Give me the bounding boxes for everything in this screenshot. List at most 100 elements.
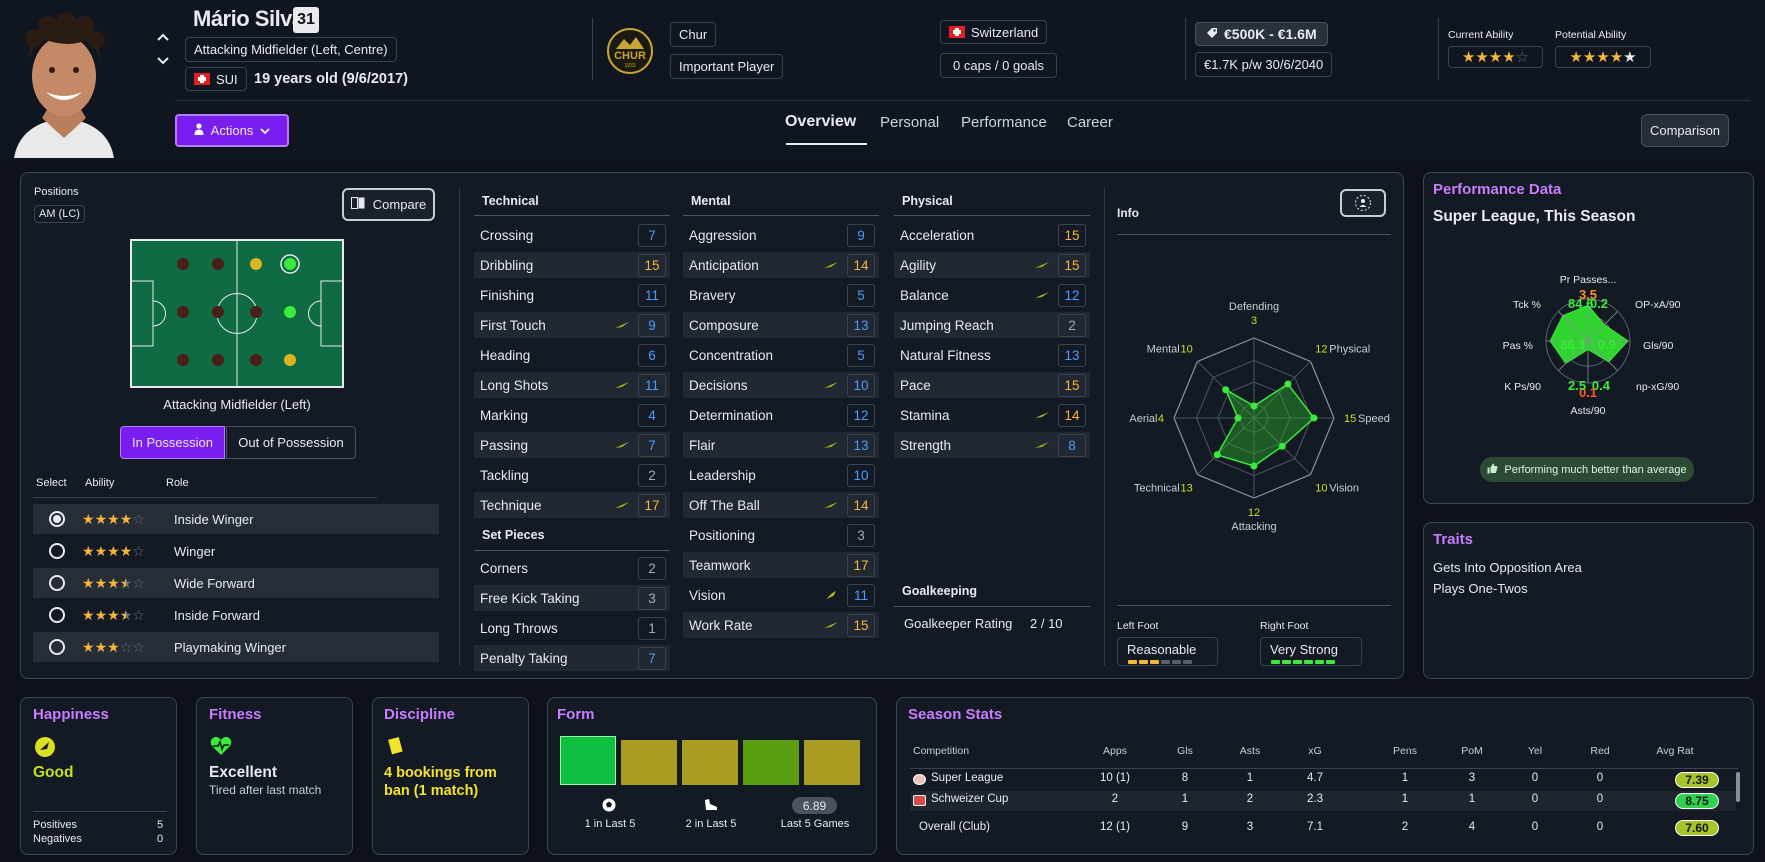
role-radio[interactable]: [49, 543, 65, 559]
attribute-row[interactable]: Long Shots 11: [474, 372, 670, 398]
info-title: Info: [1117, 206, 1139, 220]
table-scrollbar[interactable]: [1736, 772, 1740, 802]
table-header[interactable]: Competition: [913, 745, 970, 757]
table-cell: 1: [1181, 793, 1189, 805]
role-row[interactable]: ★★★★☆ Inside Forward: [33, 600, 439, 630]
table-cell-competition[interactable]: Schweizer Cup: [931, 793, 1009, 805]
league-logo-icon: [913, 774, 926, 785]
attribute-row[interactable]: Decisions 10: [683, 372, 879, 398]
attribute-row[interactable]: Marking 4: [474, 402, 670, 428]
attribute-value: 5: [847, 283, 875, 307]
attribute-name: Composure: [689, 317, 759, 333]
table-header[interactable]: Red: [1590, 745, 1610, 757]
table-cell-competition[interactable]: Overall (Club): [919, 821, 990, 833]
table-cell-competition[interactable]: Super League: [931, 772, 1004, 784]
attribute-row[interactable]: Anticipation 14: [683, 252, 879, 278]
form-bar[interactable]: [682, 740, 738, 785]
attribute-row[interactable]: Balance 12: [894, 282, 1090, 308]
attribute-row[interactable]: Acceleration 15: [894, 222, 1090, 248]
attribute-row[interactable]: Pace 15: [894, 372, 1090, 398]
attribute-row[interactable]: Long Throws 1: [474, 615, 670, 641]
attribute-row[interactable]: Free Kick Taking 3: [474, 585, 670, 611]
attribute-row[interactable]: Natural Fitness 13: [894, 342, 1090, 368]
role-radio[interactable]: [49, 607, 65, 623]
table-cell: 12 (1): [1099, 821, 1131, 833]
attribute-row[interactable]: Leadership 10: [683, 462, 879, 488]
table-cell: 1: [1401, 772, 1409, 784]
role-radio[interactable]: [49, 575, 65, 591]
attribute-row[interactable]: Vision 11: [683, 582, 879, 608]
attribute-row[interactable]: Teamwork 17: [683, 552, 879, 578]
table-header[interactable]: Gls: [1177, 745, 1193, 757]
form-bar[interactable]: [560, 736, 616, 785]
tab-performance[interactable]: Performance: [961, 114, 1047, 131]
attribute-row[interactable]: Crossing 7: [474, 222, 670, 248]
attribute-row[interactable]: Concentration 5: [683, 342, 879, 368]
role-radio[interactable]: [49, 639, 65, 655]
role-row[interactable]: ★★★☆☆ Playmaking Winger: [33, 632, 439, 662]
attribute-value-group: 10: [847, 463, 879, 487]
attribute-row[interactable]: Composure 13: [683, 312, 879, 338]
attribute-row[interactable]: Penalty Taking 7: [474, 645, 670, 671]
table-header[interactable]: PoM: [1461, 745, 1483, 757]
attribute-row[interactable]: Technique 17: [474, 492, 670, 518]
perf-metric-value: 0.9: [1598, 337, 1616, 352]
table-header[interactable]: Yel: [1527, 745, 1543, 757]
player-value: €500K - €1.6M: [1195, 22, 1328, 46]
attribute-row[interactable]: Bravery 5: [683, 282, 879, 308]
role-row[interactable]: ★★★★☆ Inside Winger: [33, 504, 439, 534]
out-of-possession-toggle[interactable]: Out of Possession: [226, 426, 356, 459]
attribute-row[interactable]: Strength 8: [894, 432, 1090, 458]
tab-overview[interactable]: Overview: [785, 113, 857, 130]
attribute-row[interactable]: Determination 12: [683, 402, 879, 428]
squad-number: 31: [293, 7, 319, 33]
table-row[interactable]: [910, 791, 1736, 811]
attribute-row[interactable]: Off The Ball 14: [683, 492, 879, 518]
perf-metric-value: 86.3: [1560, 337, 1585, 352]
in-possession-toggle[interactable]: In Possession: [120, 426, 225, 459]
table-header[interactable]: Asts: [1239, 745, 1261, 757]
role-radio[interactable]: [49, 511, 65, 527]
tab-career[interactable]: Career: [1067, 114, 1113, 131]
club-name[interactable]: Chur: [670, 22, 717, 47]
table-header[interactable]: xG: [1308, 745, 1322, 757]
prev-player-icon[interactable]: [156, 30, 170, 42]
attribute-value: 12: [847, 403, 875, 427]
attribute-value: 5: [847, 343, 875, 367]
role-row[interactable]: ★★★★☆ Winger: [33, 536, 439, 566]
table-header[interactable]: Avg Rat: [1656, 745, 1694, 757]
attribute-row[interactable]: Tackling 2: [474, 462, 670, 488]
form-bar[interactable]: [804, 740, 860, 785]
nation-badge[interactable]: Switzerland: [940, 20, 1048, 44]
radar-settings-button[interactable]: [1340, 189, 1386, 217]
table-header[interactable]: Pens: [1393, 745, 1417, 757]
attribute-row[interactable]: Dribbling 15: [474, 252, 670, 278]
attribute-row[interactable]: Flair 13: [683, 432, 879, 458]
attribute-row[interactable]: First Touch 9: [474, 312, 670, 338]
radar-point: [1234, 414, 1242, 422]
next-player-icon[interactable]: [156, 54, 170, 66]
attribute-row[interactable]: Jumping Reach 2: [894, 312, 1090, 338]
actions-button[interactable]: Actions: [175, 114, 289, 147]
form-bar[interactable]: [743, 740, 799, 785]
form-bar[interactable]: [621, 740, 677, 785]
form-title: Form: [557, 706, 595, 723]
attribute-row[interactable]: Work Rate 15: [683, 612, 879, 638]
compare-button[interactable]: Compare: [342, 188, 435, 221]
attribute-row[interactable]: Finishing 11: [474, 282, 670, 308]
club-crest-icon[interactable]: CHUR 1933: [606, 27, 654, 75]
roles-header-line: [33, 497, 377, 498]
attribute-row[interactable]: Positioning 3: [683, 522, 879, 548]
tab-personal[interactable]: Personal: [880, 114, 940, 131]
attribute-row[interactable]: Aggression 9: [683, 222, 879, 248]
comparison-button[interactable]: Comparison: [1641, 114, 1729, 147]
attribute-row[interactable]: Stamina 14: [894, 402, 1090, 428]
attribute-row[interactable]: Corners 2: [474, 555, 670, 581]
table-header[interactable]: Apps: [1103, 745, 1127, 757]
role-row[interactable]: ★★★★☆ Wide Forward: [33, 568, 439, 598]
attribute-row[interactable]: Heading 6: [474, 342, 670, 368]
attribute-row[interactable]: Agility 15: [894, 252, 1090, 278]
radar-value: 3: [1251, 315, 1257, 327]
attribute-row[interactable]: Passing 7: [474, 432, 670, 458]
